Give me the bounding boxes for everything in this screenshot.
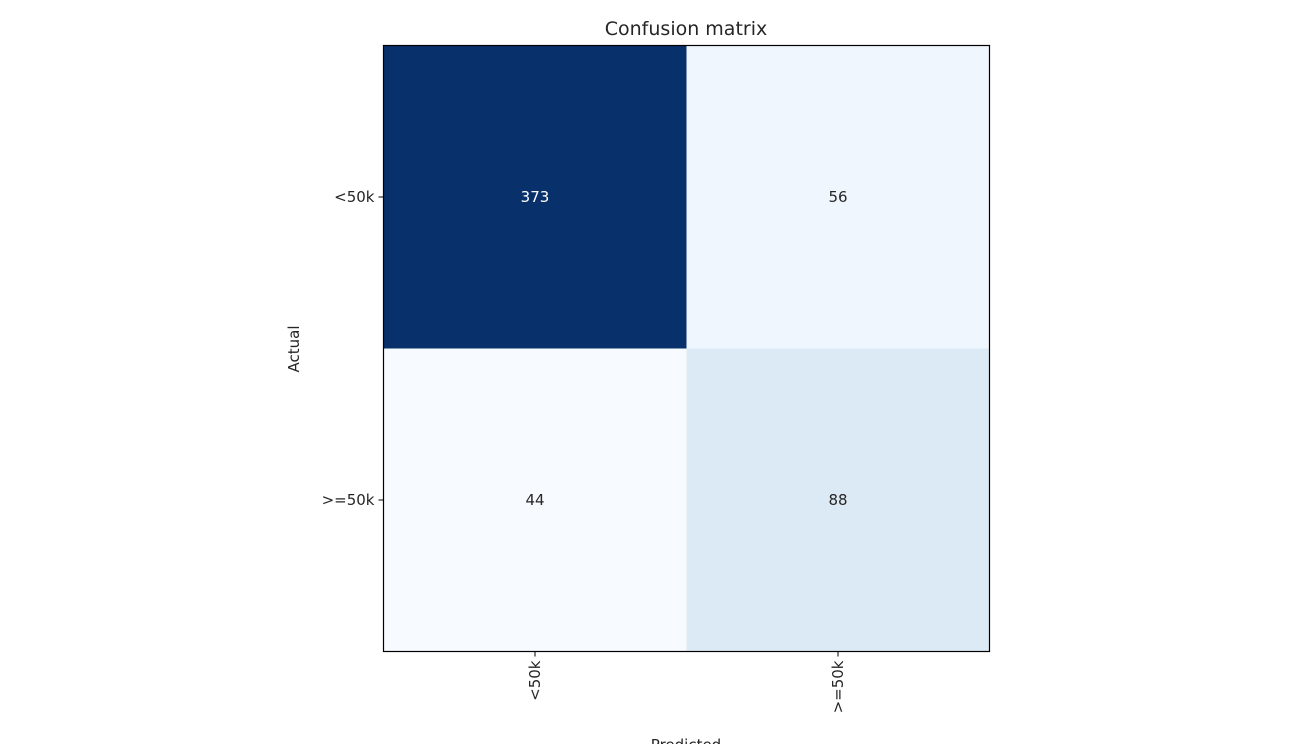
plot-frame [382, 44, 991, 653]
heatmap-cell [686, 45, 990, 349]
heatmap-cell-labels: 373 56 44 88 [521, 188, 848, 509]
y-axis-ticks: <50k >=50k [322, 188, 384, 509]
cell-value-label: 373 [521, 188, 550, 206]
heatmap-cells [383, 45, 990, 652]
heatmap-cell [383, 45, 687, 349]
chart-title: Confusion matrix [605, 18, 767, 40]
y-tick-label: <50k [334, 188, 375, 206]
heatmap-cell [686, 348, 990, 652]
x-axis-label: Predicted [651, 736, 721, 744]
x-axis-ticks: <50k >=50k [526, 651, 847, 713]
heatmap-cell [383, 348, 687, 652]
x-tick-label: >=50k [829, 660, 847, 713]
cell-value-label: 44 [525, 491, 544, 509]
y-tick-label: >=50k [322, 491, 375, 509]
x-tick-label: <50k [526, 660, 544, 701]
y-axis-label: Actual [285, 326, 303, 373]
cell-value-label: 56 [828, 188, 847, 206]
cell-value-label: 88 [828, 491, 847, 509]
